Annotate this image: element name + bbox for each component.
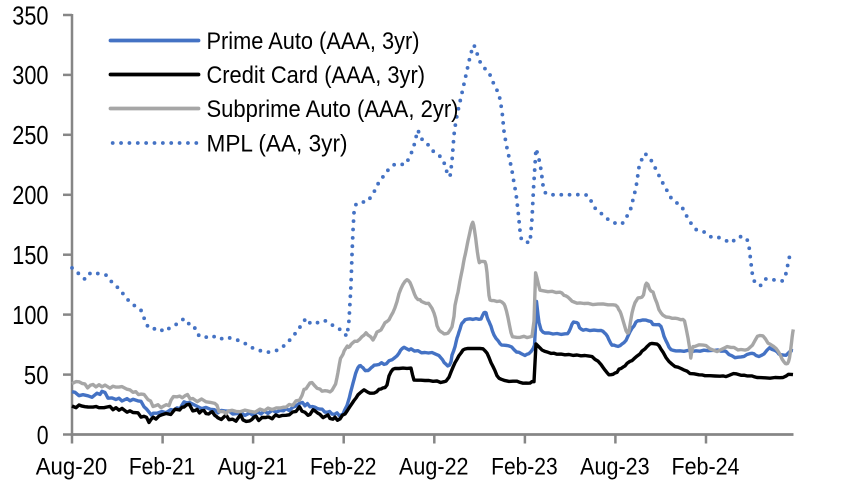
svg-text:100: 100 <box>12 300 48 330</box>
svg-text:Feb-21: Feb-21 <box>129 454 196 481</box>
svg-text:Feb-23: Feb-23 <box>491 454 558 481</box>
svg-text:250: 250 <box>12 120 48 150</box>
svg-text:300: 300 <box>12 60 48 90</box>
svg-text:50: 50 <box>24 360 49 390</box>
svg-text:MPL (AA, 3yr): MPL (AA, 3yr) <box>207 131 348 158</box>
svg-text:Prime Auto (AAA, 3yr): Prime Auto (AAA, 3yr) <box>207 28 420 55</box>
svg-text:200: 200 <box>12 180 48 210</box>
svg-text:Aug-21: Aug-21 <box>218 454 288 481</box>
svg-text:Aug-22: Aug-22 <box>399 454 469 481</box>
svg-text:Credit Card (AAA, 3yr): Credit Card (AAA, 3yr) <box>207 62 426 89</box>
svg-text:Feb-22: Feb-22 <box>310 454 377 481</box>
svg-text:150: 150 <box>12 240 48 270</box>
svg-text:Aug-20: Aug-20 <box>36 454 108 481</box>
svg-text:0: 0 <box>37 420 49 450</box>
svg-text:350: 350 <box>12 0 48 30</box>
svg-text:Feb-24: Feb-24 <box>672 454 740 481</box>
svg-text:Subprime Auto (AAA, 2yr): Subprime Auto (AAA, 2yr) <box>207 96 459 123</box>
svg-text:Aug-23: Aug-23 <box>580 454 650 481</box>
